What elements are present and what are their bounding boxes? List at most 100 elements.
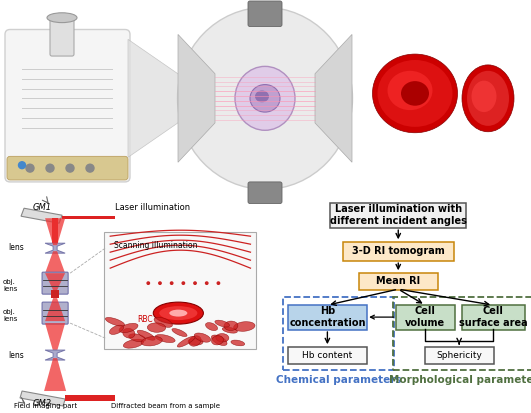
Polygon shape (52, 218, 58, 243)
Polygon shape (315, 34, 352, 162)
Text: Chemical parameters: Chemical parameters (276, 375, 401, 385)
Ellipse shape (109, 325, 124, 335)
Ellipse shape (388, 71, 433, 110)
FancyBboxPatch shape (288, 347, 367, 363)
Ellipse shape (169, 310, 187, 317)
Ellipse shape (129, 334, 145, 342)
Ellipse shape (147, 323, 166, 332)
Polygon shape (65, 395, 115, 401)
Circle shape (217, 282, 220, 284)
Text: lens: lens (8, 351, 24, 360)
Text: Mean RI: Mean RI (376, 276, 421, 286)
FancyBboxPatch shape (461, 305, 525, 330)
Ellipse shape (123, 328, 135, 338)
Ellipse shape (211, 336, 224, 345)
Text: lens: lens (8, 243, 24, 252)
Polygon shape (62, 216, 115, 219)
Ellipse shape (205, 323, 218, 330)
Circle shape (46, 164, 54, 172)
Bar (51, 290, 59, 298)
Ellipse shape (231, 340, 245, 346)
Ellipse shape (401, 81, 429, 106)
Circle shape (194, 282, 196, 284)
FancyBboxPatch shape (50, 18, 74, 56)
Polygon shape (45, 273, 65, 290)
FancyBboxPatch shape (343, 242, 453, 261)
FancyBboxPatch shape (42, 302, 68, 324)
Circle shape (26, 164, 34, 172)
Polygon shape (45, 218, 65, 245)
Ellipse shape (123, 339, 143, 348)
Polygon shape (44, 358, 66, 391)
Circle shape (159, 282, 161, 284)
FancyBboxPatch shape (396, 305, 455, 330)
Polygon shape (45, 350, 65, 360)
Ellipse shape (177, 7, 353, 189)
Ellipse shape (216, 334, 229, 342)
Text: Laser illumination with
different incident angles: Laser illumination with different incide… (330, 204, 467, 226)
Text: Sphericity: Sphericity (436, 351, 482, 360)
Ellipse shape (194, 333, 211, 342)
Ellipse shape (222, 327, 237, 333)
Ellipse shape (188, 338, 203, 345)
Text: Diffracted beam from a sample: Diffracted beam from a sample (111, 403, 220, 409)
Circle shape (205, 282, 208, 284)
FancyBboxPatch shape (248, 182, 282, 204)
FancyBboxPatch shape (288, 305, 367, 330)
Text: Hb
concentration: Hb concentration (289, 306, 366, 328)
Text: Laser illumination: Laser illumination (115, 203, 190, 212)
Polygon shape (21, 208, 62, 223)
Text: 3-D RI tomogram: 3-D RI tomogram (352, 246, 444, 256)
Ellipse shape (141, 337, 162, 346)
Text: Cell
volume: Cell volume (405, 306, 446, 328)
Ellipse shape (172, 328, 187, 337)
Ellipse shape (462, 65, 514, 132)
Ellipse shape (177, 336, 195, 347)
Text: obj.
lens: obj. lens (3, 279, 18, 292)
Ellipse shape (467, 71, 509, 126)
Ellipse shape (105, 318, 125, 326)
Ellipse shape (211, 335, 227, 346)
Ellipse shape (224, 321, 238, 330)
Ellipse shape (154, 317, 173, 328)
Text: Field imaging part: Field imaging part (13, 403, 76, 409)
Polygon shape (20, 391, 65, 406)
Ellipse shape (153, 302, 203, 324)
Text: GM1: GM1 (32, 203, 52, 212)
Ellipse shape (215, 320, 229, 327)
Ellipse shape (250, 85, 280, 112)
Ellipse shape (235, 66, 295, 130)
Text: Scanning illumination: Scanning illumination (114, 241, 197, 250)
Circle shape (19, 162, 25, 169)
Text: RBC: RBC (138, 315, 153, 324)
Ellipse shape (234, 322, 255, 331)
FancyBboxPatch shape (330, 203, 466, 228)
Text: Morphological parameters: Morphological parameters (389, 375, 531, 385)
Ellipse shape (472, 81, 496, 112)
FancyBboxPatch shape (5, 29, 130, 182)
Polygon shape (45, 298, 65, 321)
Ellipse shape (155, 335, 175, 343)
Text: obj.
lens: obj. lens (3, 309, 18, 322)
Text: GM2: GM2 (32, 399, 52, 408)
Ellipse shape (373, 54, 458, 133)
FancyBboxPatch shape (42, 272, 68, 294)
Circle shape (86, 164, 94, 172)
Circle shape (182, 282, 185, 284)
Ellipse shape (255, 90, 269, 102)
Ellipse shape (159, 306, 198, 320)
Circle shape (66, 164, 74, 172)
FancyBboxPatch shape (104, 232, 256, 349)
Polygon shape (178, 34, 215, 162)
Polygon shape (45, 251, 65, 273)
FancyBboxPatch shape (7, 157, 128, 180)
Ellipse shape (119, 323, 138, 332)
Circle shape (170, 282, 173, 284)
Polygon shape (45, 243, 65, 253)
FancyBboxPatch shape (248, 1, 282, 26)
Text: Hb content: Hb content (302, 351, 353, 360)
Ellipse shape (189, 336, 201, 346)
FancyBboxPatch shape (425, 347, 494, 363)
Polygon shape (128, 39, 185, 157)
Ellipse shape (47, 13, 77, 23)
